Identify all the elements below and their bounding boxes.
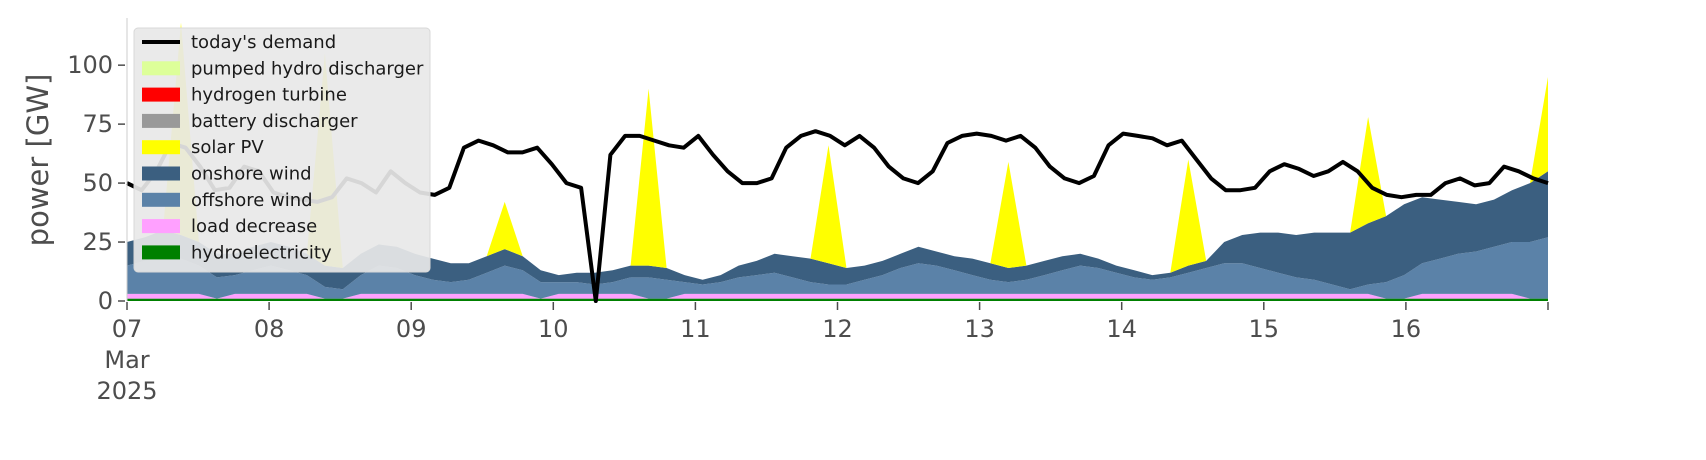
x-tick-label: 07 bbox=[112, 315, 143, 343]
legend-label: battery discharger bbox=[191, 111, 358, 132]
x-tick-label: 16 bbox=[1391, 315, 1422, 343]
legend-swatch bbox=[142, 140, 180, 155]
area-load-decrease bbox=[127, 293, 1548, 299]
area-solar-PV bbox=[127, 22, 1548, 280]
legend-swatch bbox=[142, 113, 180, 128]
x-tick-label: 10 bbox=[538, 315, 569, 343]
area-offshore-wind bbox=[127, 237, 1548, 299]
y-axis: 0 25 50 75 100 bbox=[67, 18, 128, 315]
legend-label: hydroelectricity bbox=[191, 242, 332, 263]
x-tick-label: 11 bbox=[680, 315, 711, 343]
x-tick-label: 13 bbox=[964, 315, 995, 343]
y-tick-label: 25 bbox=[82, 228, 113, 256]
x-tick-sublabel: Mar bbox=[104, 346, 149, 374]
legend-label: offshore wind bbox=[191, 190, 313, 211]
x-tick-sublabel: 2025 bbox=[96, 377, 157, 405]
area-hydroelectricity bbox=[127, 298, 1548, 301]
x-tick-label: 14 bbox=[1106, 315, 1137, 343]
area-onshore-wind bbox=[127, 171, 1548, 290]
legend-label: today's demand bbox=[191, 32, 336, 53]
x-tick-label: 09 bbox=[396, 315, 427, 343]
legend-swatch bbox=[142, 166, 180, 181]
stacked-areas bbox=[127, 22, 1548, 301]
legend: today's demand pumped hydro discharger hyd… bbox=[133, 27, 431, 273]
legend-box bbox=[133, 27, 431, 273]
legend-swatch bbox=[142, 61, 180, 76]
legend-swatch bbox=[142, 87, 180, 102]
legend-label: solar PV bbox=[191, 137, 264, 158]
y-tick-label: 100 bbox=[67, 51, 113, 79]
y-tick-label: 75 bbox=[82, 110, 113, 138]
legend-swatch bbox=[142, 245, 180, 260]
x-tick-label: 12 bbox=[822, 315, 853, 343]
legend-label: hydrogen turbine bbox=[191, 85, 347, 106]
x-axis: 07 Mar 2025 08 09 10 11 12 13 14 15 16 bbox=[96, 302, 1549, 405]
x-tick-label: 15 bbox=[1249, 315, 1280, 343]
legend-label: onshore wind bbox=[191, 164, 312, 185]
legend-swatch bbox=[142, 192, 180, 207]
y-tick-label: 50 bbox=[82, 169, 113, 197]
y-tick-label: 0 bbox=[98, 287, 113, 315]
y-axis-title: power [GW] bbox=[21, 74, 55, 247]
legend-label: load decrease bbox=[191, 216, 317, 237]
legend-swatch bbox=[142, 219, 180, 234]
x-tick-label: 08 bbox=[254, 315, 285, 343]
legend-label: pumped hydro discharger bbox=[191, 58, 424, 79]
